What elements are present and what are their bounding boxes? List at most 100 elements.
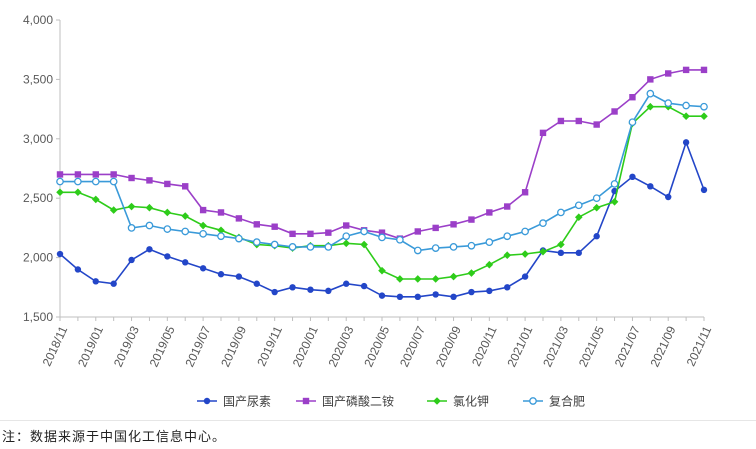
y-tick-label: 2,500 [23, 191, 53, 205]
x-tick-label: 2019/09 [218, 324, 249, 370]
series-1 [56, 139, 708, 301]
data-point [145, 203, 154, 212]
data-point [486, 209, 493, 216]
data-point [700, 112, 708, 121]
data-point [109, 177, 118, 186]
data-point [181, 227, 190, 236]
data-point [360, 282, 368, 290]
data-point [664, 99, 673, 108]
data-point [539, 219, 547, 227]
data-point [343, 280, 350, 287]
data-point [682, 139, 690, 146]
data-point [74, 171, 82, 178]
x-tick-label: 2021/09 [648, 324, 679, 370]
x-tick-label: 2021/01 [504, 324, 535, 370]
data-point [127, 224, 136, 232]
data-point [665, 70, 672, 77]
y-tick-label: 3,500 [23, 72, 53, 86]
data-point [343, 222, 350, 229]
series-layer [56, 66, 708, 301]
data-point [378, 266, 386, 275]
data-point [217, 232, 225, 241]
data-point [217, 209, 225, 216]
x-tick-label: 2020/01 [290, 324, 321, 370]
data-point [145, 221, 154, 230]
data-point [396, 293, 404, 301]
y-tick-label: 4,000 [23, 13, 53, 27]
data-point [503, 232, 512, 241]
data-point [110, 280, 117, 287]
series-3 [56, 102, 708, 283]
legend-label: 氯化钾 [453, 395, 489, 409]
data-point [432, 224, 439, 232]
legend: 国产尿素 国产磷酸二铵 氯化钾 复合肥 [197, 394, 585, 409]
y-tick-label: 3,000 [23, 132, 53, 146]
data-point [252, 238, 261, 247]
x-tick-label: 2019/11 [254, 324, 285, 369]
data-point [432, 291, 439, 298]
legend-label: 国产尿素 [223, 395, 271, 409]
x-tick-label: 2020/11 [469, 324, 500, 369]
data-point [665, 193, 672, 201]
data-point [521, 250, 529, 258]
data-point [146, 177, 153, 184]
data-point [127, 202, 136, 211]
data-point [647, 76, 654, 83]
y-tick-label: 1,500 [23, 310, 53, 324]
data-point [574, 201, 583, 210]
data-point [646, 102, 655, 111]
x-tick-label: 2020/03 [326, 324, 357, 370]
data-point [503, 251, 512, 260]
data-point [611, 108, 618, 115]
data-point [504, 284, 511, 291]
x-tick-label: 2021/07 [612, 324, 643, 370]
data-point [557, 249, 565, 257]
data-point [485, 260, 494, 269]
x-tick-label: 2021/11 [684, 324, 715, 369]
data-point [592, 194, 601, 203]
data-point [467, 241, 476, 250]
x-tick-label: 2019/01 [75, 324, 106, 370]
data-point [74, 188, 82, 197]
data-point [146, 246, 153, 253]
data-point [647, 183, 654, 190]
data-point [91, 195, 100, 204]
data-point [557, 208, 565, 217]
x-tick-label: 2019/07 [182, 324, 213, 370]
data-point [199, 206, 207, 214]
series-2 [56, 66, 708, 242]
x-tick-label: 2020/09 [433, 324, 464, 370]
legend-label: 国产磷酸二铵 [322, 394, 394, 409]
data-point [557, 117, 565, 125]
data-point [163, 208, 172, 217]
x-tick-label: 2021/05 [576, 324, 607, 370]
x-tick-label: 2019/05 [147, 324, 178, 370]
data-point [253, 221, 260, 228]
data-point [217, 226, 225, 235]
data-point [307, 230, 314, 238]
data-point [700, 186, 708, 194]
data-point [288, 243, 297, 251]
data-point [199, 221, 207, 230]
data-point [413, 275, 422, 283]
data-point [128, 256, 135, 264]
data-point [235, 273, 243, 280]
data-point [396, 235, 404, 244]
legend-item: 国产尿素 [197, 395, 271, 409]
data-point [539, 247, 547, 256]
data-point [486, 287, 493, 295]
data-point [163, 225, 172, 233]
data-point [485, 238, 494, 247]
legend-item: 复合肥 [523, 394, 585, 409]
data-point [629, 94, 636, 101]
data-point [164, 180, 171, 188]
data-point [342, 232, 351, 241]
data-point [91, 177, 100, 186]
data-point [271, 223, 278, 230]
data-point [92, 171, 99, 178]
data-point [504, 203, 511, 210]
data-point [92, 278, 99, 285]
data-point [128, 174, 135, 182]
data-point [449, 272, 458, 281]
